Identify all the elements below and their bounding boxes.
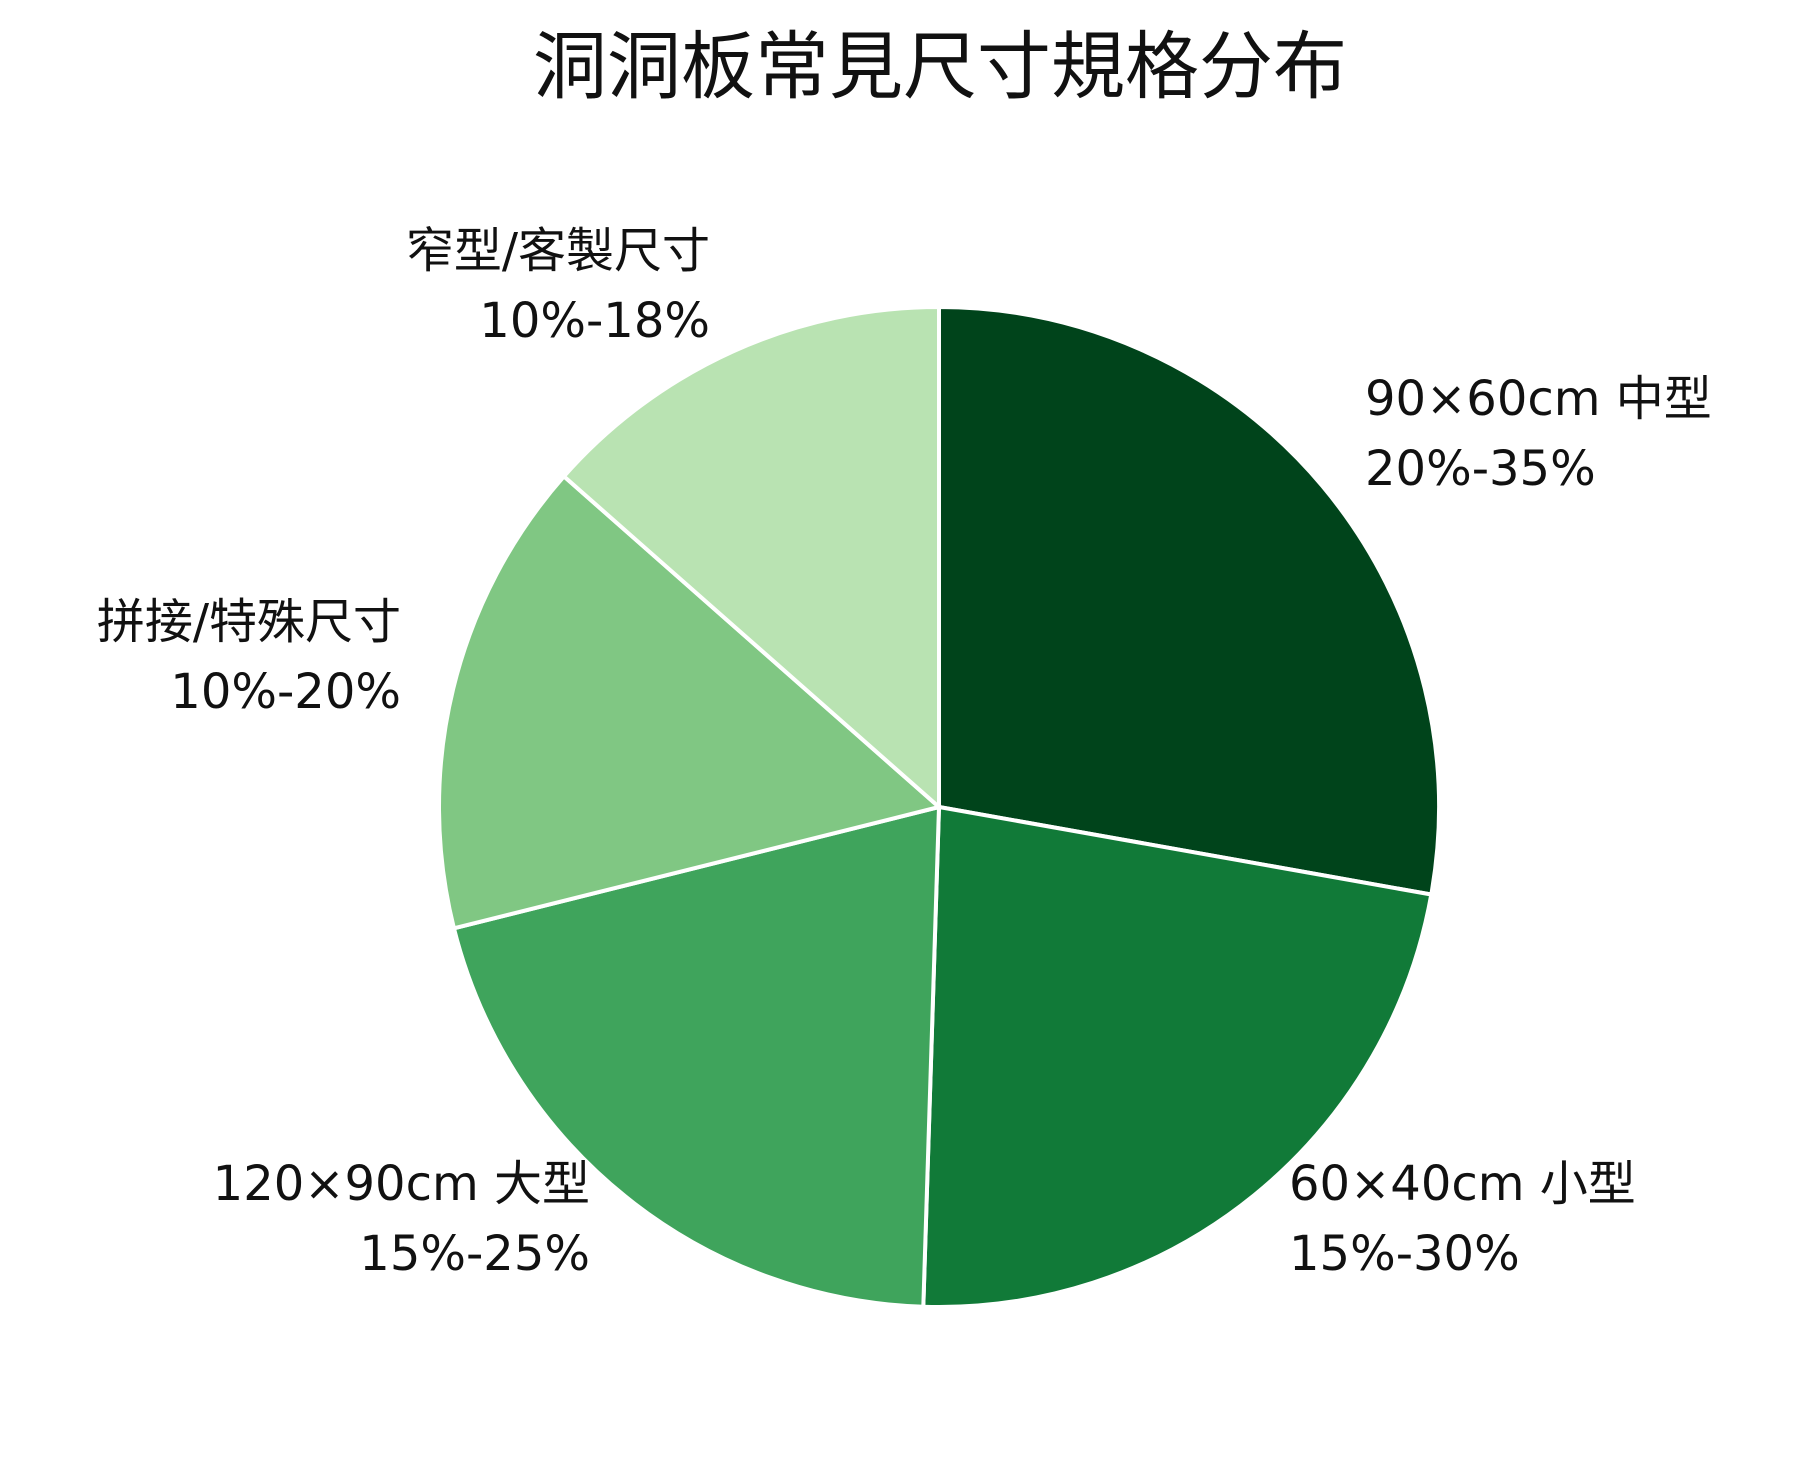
pie-slice: [561, 304, 941, 812]
slice-range-label: 10%-18%: [479, 293, 710, 349]
pie-slice: [451, 804, 942, 1309]
slice-range-label: 10%-20%: [170, 664, 401, 720]
slice-range-label: 15%-25%: [359, 1226, 590, 1282]
slice-label: 120×90cm 大型: [213, 1156, 590, 1212]
chart-title: 洞洞板常見尺寸規格分布: [533, 24, 1347, 110]
slice-label: 60×40cm 小型: [1289, 1156, 1636, 1212]
slice-label: 窄型/客製尺寸: [406, 223, 710, 279]
slice-range-label: 15%-30%: [1289, 1226, 1520, 1282]
slice-label: 拼接/特殊尺寸: [97, 594, 401, 650]
slice-label: 90×60cm 中型: [1365, 371, 1712, 427]
slice-range-label: 20%-35%: [1365, 441, 1596, 497]
pie-slice: [921, 804, 1434, 1309]
pie-slice: [937, 304, 1441, 897]
pie-slice: [437, 473, 944, 931]
